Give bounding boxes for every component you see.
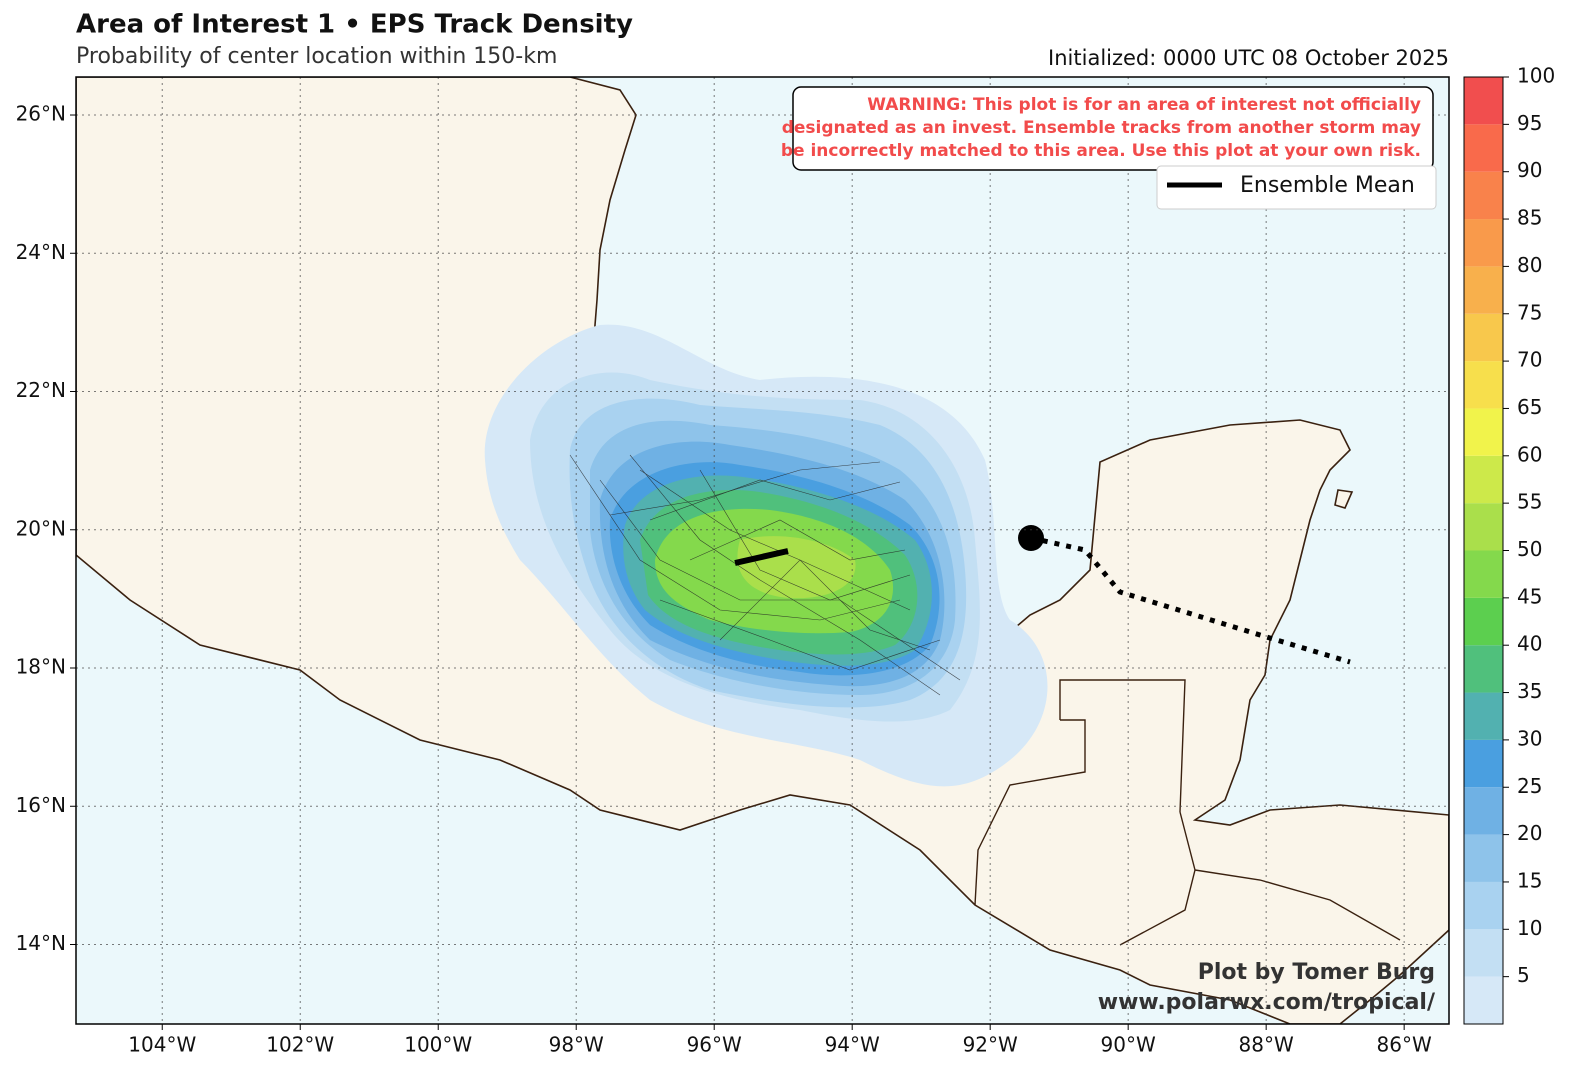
legend-label: Ensemble Mean (1240, 173, 1415, 198)
x-tick-label: 86°W (1377, 1033, 1432, 1057)
y-tick-label: 18°N (16, 655, 66, 679)
x-tick-label: 92°W (963, 1033, 1018, 1057)
colorbar-tick-label: 65 (1517, 395, 1542, 419)
y-tick-label: 16°N (16, 793, 66, 817)
credit: Plot by Tomer Burg (1198, 960, 1435, 985)
x-tick-label: 94°W (825, 1033, 880, 1057)
x-tick-label: 100°W (404, 1033, 472, 1057)
colorbar-bin (1464, 124, 1503, 172)
tracks (569, 454, 961, 696)
y-tick-label: 14°N (16, 931, 66, 955)
colorbar-bin (1464, 881, 1503, 930)
colorbar-tick-label: 80 (1517, 253, 1542, 277)
warning-line: be incorrectly matched to this area. Use… (781, 141, 1421, 161)
colorbar-bin (1464, 929, 1503, 977)
colorbar-bin (1464, 645, 1503, 693)
colorbar-tick-label: 35 (1517, 679, 1542, 703)
colorbar-bin (1464, 219, 1503, 267)
density (484, 324, 1048, 787)
current-position (1018, 525, 1044, 551)
colorbar-tick-label: 30 (1517, 726, 1542, 750)
colorbar-bin (1464, 171, 1503, 220)
y-tick-label: 22°N (16, 378, 66, 402)
colorbar-tick-label: 75 (1517, 300, 1542, 324)
frame (75, 76, 1450, 1025)
colorbar-tick-label: 15 (1517, 868, 1542, 892)
colorbar-bin (1464, 550, 1503, 598)
colorbar: 5 10 15 20 25 30 35 40 45 50 55 60 65 70 75 80 85 90 95 100 (1463, 64, 1555, 1025)
border (974, 679, 1401, 946)
ensemble-mean (734, 548, 789, 566)
y-tick-label: 26°N (16, 102, 66, 126)
grid: 104°W 102°W 100°W 98°W 96°W 94°W 92°W 90°W 88°W 8… (16, 77, 1449, 1057)
colorbar-tick-label: 50 (1517, 537, 1542, 561)
colorbar-bin (1464, 266, 1503, 314)
colorbar-bin (1464, 408, 1503, 456)
y-tick-label: 20°N (16, 516, 66, 540)
colorbar-tick-label: 60 (1517, 442, 1542, 466)
title: Area of Interest 1 • EPS Track Density (76, 10, 633, 40)
x-tick-label: 96°W (687, 1033, 742, 1057)
colorbar-tick-label: 40 (1517, 632, 1542, 656)
x-tick-label: 90°W (1101, 1033, 1156, 1057)
credit: www.polarwx.com/tropical/ (1098, 990, 1436, 1015)
y-tick-label: 24°N (16, 240, 66, 264)
initialized: Initialized: 0000 UTC 08 October 2025 (1048, 46, 1449, 70)
colorbar-tick-label: 25 (1517, 774, 1542, 798)
x-tick-label: 98°W (549, 1033, 604, 1057)
colorbar-bin (1464, 77, 1503, 125)
colorbar-bin (1464, 455, 1503, 504)
island (1334, 489, 1354, 509)
colorbar-bin (1464, 313, 1503, 362)
colorbar-bin (1464, 787, 1503, 835)
colorbar-tick-label: 90 (1517, 158, 1542, 182)
colorbar-tick-label: 10 (1517, 916, 1542, 940)
colorbar-bin (1464, 976, 1503, 1024)
colorbar-bin (1464, 597, 1503, 646)
x-tick-label: 102°W (266, 1033, 334, 1057)
colorbar-tick-label: 70 (1517, 348, 1542, 372)
colorbar-tick-label: 85 (1517, 206, 1542, 230)
colorbar-bin (1464, 739, 1503, 788)
warning-line: designated as an invest. Ensemble tracks… (782, 118, 1421, 138)
colorbar-tick-label: 45 (1517, 584, 1542, 608)
warning-box (792, 86, 1434, 171)
map (76, 77, 1449, 1024)
colorbar-bin (1464, 503, 1503, 551)
colorbar-bin (1464, 361, 1503, 409)
x-tick-label: 104°W (128, 1033, 196, 1057)
colorbar-tick-label: 100 (1517, 64, 1555, 88)
colorbar-tick-label: 95 (1517, 111, 1542, 135)
legend-box (1156, 165, 1437, 210)
x-tick-label: 88°W (1239, 1033, 1294, 1057)
subtitle: Probability of center location within 15… (76, 44, 557, 69)
colorbar-bin (1464, 834, 1503, 882)
observed-track (1030, 535, 1351, 665)
colorbar-bin (1464, 692, 1503, 740)
colorbar-tick-label: 5 (1517, 963, 1530, 987)
warning-line: WARNING: This plot is for an area of int… (867, 95, 1421, 115)
colorbar-tick-label: 55 (1517, 490, 1542, 514)
colorbar-tick-label: 20 (1517, 821, 1542, 845)
